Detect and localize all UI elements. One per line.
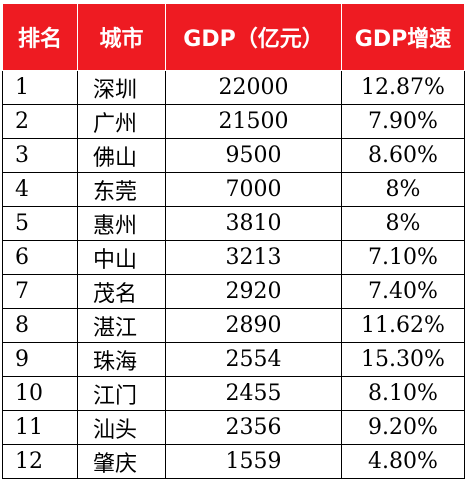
cell-gdp: 2455 bbox=[165, 376, 342, 411]
cell-rank: 9 bbox=[2, 342, 78, 377]
cell-growth: 4.80% bbox=[341, 444, 465, 479]
cell-gdp: 3213 bbox=[165, 240, 342, 275]
cell-rank: 12 bbox=[2, 444, 78, 479]
cell-growth: 11.62% bbox=[341, 308, 465, 343]
cell-gdp: 2920 bbox=[165, 274, 342, 309]
cell-city: 汕头 bbox=[77, 410, 166, 445]
cell-gdp: 2554 bbox=[165, 342, 342, 377]
cell-city: 中山 bbox=[77, 240, 166, 275]
cell-growth: 7.10% bbox=[341, 240, 465, 275]
cell-rank: 7 bbox=[2, 274, 78, 309]
table-row: 11 汕头 2356 9.20% bbox=[2, 410, 465, 445]
cell-city: 佛山 bbox=[77, 138, 166, 173]
table-row: 10 江门 2455 8.10% bbox=[2, 376, 465, 411]
cell-rank: 1 bbox=[2, 70, 78, 105]
cell-rank: 4 bbox=[2, 172, 78, 207]
table-row: 12 肇庆 1559 4.80% bbox=[2, 444, 465, 479]
cell-rank: 2 bbox=[2, 104, 78, 139]
header-rank: 排名 bbox=[2, 3, 78, 71]
header-growth: GDP增速 bbox=[341, 3, 465, 71]
cell-growth: 12.87% bbox=[341, 70, 465, 105]
cell-city: 广州 bbox=[77, 104, 166, 139]
cell-growth: 7.90% bbox=[341, 104, 465, 139]
cell-gdp: 2356 bbox=[165, 410, 342, 445]
cell-rank: 11 bbox=[2, 410, 78, 445]
table-row: 5 惠州 3810 8% bbox=[2, 206, 465, 241]
table-row: 2 广州 21500 7.90% bbox=[2, 104, 465, 139]
header-city: 城市 bbox=[77, 3, 166, 71]
cell-city: 江门 bbox=[77, 376, 166, 411]
cell-rank: 8 bbox=[2, 308, 78, 343]
table-row: 7 茂名 2920 7.40% bbox=[2, 274, 465, 309]
cell-gdp: 3810 bbox=[165, 206, 342, 241]
table-row: 4 东莞 7000 8% bbox=[2, 172, 465, 207]
cell-growth: 8% bbox=[341, 206, 465, 241]
cell-growth: 15.30% bbox=[341, 342, 465, 377]
cell-gdp: 1559 bbox=[165, 444, 342, 479]
gdp-ranking-table: 排名 城市 GDP（亿元） GDP增速 1 深圳 22000 12.87% 2 广州 215… bbox=[2, 3, 465, 479]
cell-rank: 3 bbox=[2, 138, 78, 173]
table-row: 8 湛江 2890 11.62% bbox=[2, 308, 465, 343]
cell-growth: 7.40% bbox=[341, 274, 465, 309]
cell-gdp: 2890 bbox=[165, 308, 342, 343]
cell-city: 肇庆 bbox=[77, 444, 166, 479]
cell-growth: 9.20% bbox=[341, 410, 465, 445]
cell-gdp: 9500 bbox=[165, 138, 342, 173]
cell-city: 珠海 bbox=[77, 342, 166, 377]
table-row: 6 中山 3213 7.10% bbox=[2, 240, 465, 275]
table-row: 3 佛山 9500 8.60% bbox=[2, 138, 465, 173]
table-header-row: 排名 城市 GDP（亿元） GDP增速 bbox=[2, 3, 465, 71]
cell-growth: 8% bbox=[341, 172, 465, 207]
cell-growth: 8.60% bbox=[341, 138, 465, 173]
cell-rank: 6 bbox=[2, 240, 78, 275]
cell-city: 东莞 bbox=[77, 172, 166, 207]
gdp-table-container: 排名 城市 GDP（亿元） GDP增速 1 深圳 22000 12.87% 2 广州 215… bbox=[2, 3, 465, 479]
cell-city: 惠州 bbox=[77, 206, 166, 241]
header-gdp: GDP（亿元） bbox=[165, 3, 342, 71]
table-row: 1 深圳 22000 12.87% bbox=[2, 70, 465, 105]
cell-city: 湛江 bbox=[77, 308, 166, 343]
cell-rank: 5 bbox=[2, 206, 78, 241]
cell-city: 深圳 bbox=[77, 70, 166, 105]
cell-rank: 10 bbox=[2, 376, 78, 411]
cell-city: 茂名 bbox=[77, 274, 166, 309]
table-row: 9 珠海 2554 15.30% bbox=[2, 342, 465, 377]
cell-gdp: 22000 bbox=[165, 70, 342, 105]
cell-gdp: 21500 bbox=[165, 104, 342, 139]
cell-growth: 8.10% bbox=[341, 376, 465, 411]
table-body: 1 深圳 22000 12.87% 2 广州 21500 7.90% 3 佛山 9500 8.60% 4… bbox=[2, 70, 465, 479]
cell-gdp: 7000 bbox=[165, 172, 342, 207]
